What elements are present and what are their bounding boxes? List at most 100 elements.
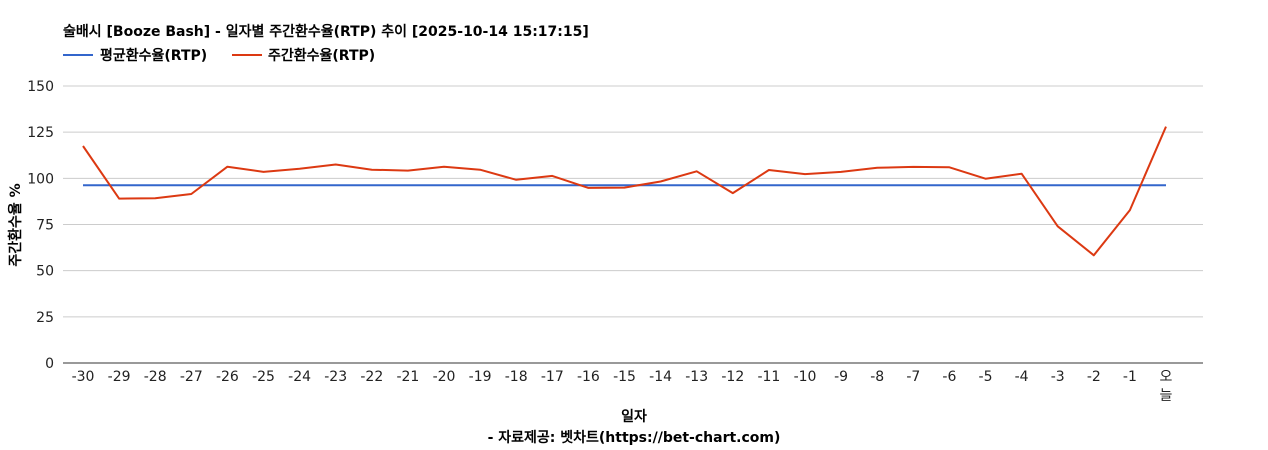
x-tick-label: -23	[324, 369, 347, 385]
data-point[interactable]	[259, 167, 269, 177]
y-tick-label: 100	[27, 171, 54, 187]
data-point[interactable]	[944, 162, 954, 172]
data-point[interactable]	[114, 194, 124, 204]
series-1	[78, 122, 1171, 260]
data-point[interactable]	[367, 165, 377, 175]
series-0	[78, 180, 1171, 190]
data-point[interactable]	[1017, 180, 1027, 190]
data-point[interactable]	[475, 165, 485, 175]
data-point[interactable]	[692, 180, 702, 190]
x-tick-label: -18	[505, 369, 528, 385]
data-point[interactable]	[150, 193, 160, 203]
data-point[interactable]	[475, 180, 485, 190]
data-point[interactable]	[728, 188, 738, 198]
data-point[interactable]	[222, 180, 232, 190]
data-point[interactable]	[583, 183, 593, 193]
data-point[interactable]	[1089, 180, 1099, 190]
data-point[interactable]	[114, 180, 124, 190]
data-point[interactable]	[259, 180, 269, 190]
x-tick-label: -27	[180, 369, 203, 385]
y-tick-label: 125	[27, 125, 54, 141]
data-point[interactable]	[872, 163, 882, 173]
x-tick-label: -14	[649, 369, 672, 385]
legend-label-avg: 평균환수율(RTP)	[100, 47, 207, 64]
data-point[interactable]	[403, 166, 413, 176]
x-tick-label: -8	[870, 369, 884, 385]
data-point[interactable]	[981, 174, 991, 184]
data-point[interactable]	[800, 180, 810, 190]
data-point[interactable]	[692, 166, 702, 176]
x-tick-label: -16	[577, 369, 600, 385]
data-point[interactable]	[150, 180, 160, 190]
data-point[interactable]	[656, 176, 666, 186]
x-tick-label: -1	[1123, 369, 1137, 385]
y-tick-label: 0	[45, 356, 54, 372]
data-point[interactable]	[872, 180, 882, 190]
legend-label-weekly: 주간환수율(RTP)	[268, 47, 375, 64]
x-tick-label: -24	[288, 369, 311, 385]
data-point[interactable]	[186, 189, 196, 199]
x-tick-label: -4	[1015, 369, 1029, 385]
y-tick-label: 75	[36, 218, 54, 234]
data-point[interactable]	[78, 141, 88, 151]
x-axis-title: 일자	[621, 409, 647, 425]
x-tick-label: -12	[721, 369, 744, 385]
x-tick-label: -20	[433, 369, 456, 385]
legend-item-weekly[interactable]: 주간환수율(RTP)	[232, 47, 375, 64]
gridlines	[63, 85, 1203, 364]
data-point[interactable]	[222, 162, 232, 172]
x-tick-label: -26	[216, 369, 239, 385]
source-credit: - 자료제공: 벳차트(https://bet-chart.com)	[488, 429, 781, 446]
data-point[interactable]	[908, 180, 918, 190]
x-tick-label: -15	[613, 369, 636, 385]
x-tick-label: -11	[757, 369, 780, 385]
x-tick-label: -5	[979, 369, 993, 385]
data-point[interactable]	[295, 164, 305, 174]
data-point[interactable]	[1017, 169, 1027, 179]
data-point[interactable]	[186, 180, 196, 190]
data-point[interactable]	[1161, 180, 1171, 190]
data-point[interactable]	[800, 169, 810, 179]
x-tick-label: -29	[108, 369, 131, 385]
data-point[interactable]	[78, 180, 88, 190]
data-point[interactable]	[1089, 250, 1099, 260]
series-line-1	[82, 126, 1167, 257]
data-point[interactable]	[620, 183, 630, 193]
y-tick-label: 150	[27, 79, 54, 95]
data-point[interactable]	[547, 180, 557, 190]
x-tick-label: -13	[685, 369, 708, 385]
x-tick-label: -2	[1087, 369, 1101, 385]
y-tick-label: 50	[36, 264, 54, 280]
series-lines	[78, 122, 1171, 260]
data-point[interactable]	[1161, 122, 1171, 132]
x-tick-label: -17	[541, 369, 564, 385]
data-point[interactable]	[439, 180, 449, 190]
data-point[interactable]	[295, 180, 305, 190]
data-point[interactable]	[1125, 180, 1135, 190]
data-point[interactable]	[836, 180, 846, 190]
data-point[interactable]	[1125, 205, 1135, 215]
legend-item-avg[interactable]: 평균환수율(RTP)	[63, 47, 207, 64]
data-point[interactable]	[764, 165, 774, 175]
data-point[interactable]	[547, 171, 557, 181]
data-point[interactable]	[764, 180, 774, 190]
data-point[interactable]	[1053, 221, 1063, 231]
data-point[interactable]	[944, 180, 954, 190]
data-point[interactable]	[1053, 180, 1063, 190]
data-point[interactable]	[836, 167, 846, 177]
x-tick-label: -6	[942, 369, 956, 385]
y-tick-label: 25	[36, 310, 54, 326]
data-point[interactable]	[908, 162, 918, 172]
data-point[interactable]	[367, 180, 377, 190]
data-point[interactable]	[511, 175, 521, 185]
data-point[interactable]	[439, 162, 449, 172]
data-point[interactable]	[331, 180, 341, 190]
data-point[interactable]	[331, 159, 341, 169]
x-tick-label: -3	[1051, 369, 1065, 385]
x-tick-label: -30	[72, 369, 95, 385]
x-axis-ticks: -30 -29 -28 -27 -26 -25 -24 -23 -22 -21 -20 -19 -18-…	[72, 369, 1173, 404]
x-tick-label: -10	[794, 369, 817, 385]
data-point[interactable]	[403, 180, 413, 190]
